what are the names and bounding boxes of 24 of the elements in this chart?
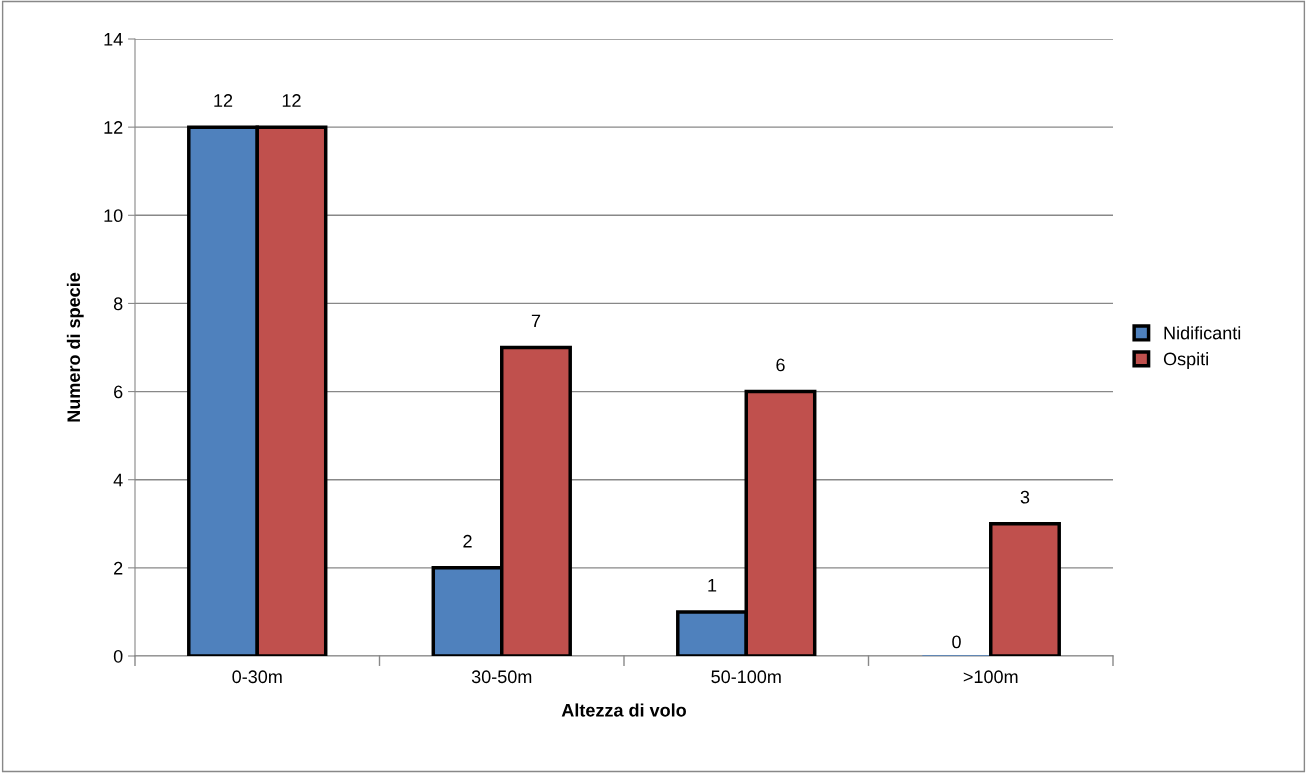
x-tick-label: >100m — [963, 670, 1018, 684]
x-tick-label: 30-50m — [471, 670, 532, 684]
legend-label: Nidificanti — [1164, 326, 1241, 340]
y-tick-label: 10 — [104, 209, 123, 223]
y-tick-label: 0 — [113, 649, 123, 663]
x-tick-label: 50-100m — [711, 670, 781, 684]
y-tick-label: 8 — [113, 297, 123, 311]
y-axis-title: Numero di specie — [66, 272, 84, 422]
y-tick-label: 14 — [104, 33, 123, 46]
data-label: 3 — [1020, 490, 1030, 504]
y-tick-label: 12 — [104, 121, 123, 134]
legend-label: Ospiti — [1163, 352, 1208, 369]
y-tick-label: 4 — [113, 473, 123, 487]
data-label: 0 — [952, 635, 961, 649]
data-label: 2 — [463, 534, 472, 548]
x-axis-title: Altezza di volo — [561, 703, 686, 717]
data-label: 1 — [708, 579, 717, 592]
data-label: 12 — [214, 94, 233, 107]
y-tick-label: 6 — [114, 385, 123, 399]
data-label: 6 — [776, 358, 785, 372]
data-label: 12 — [282, 94, 301, 107]
data-label: 7 — [531, 314, 541, 328]
y-tick-label: 2 — [114, 561, 123, 575]
x-tick-label: 0-30m — [232, 670, 282, 684]
